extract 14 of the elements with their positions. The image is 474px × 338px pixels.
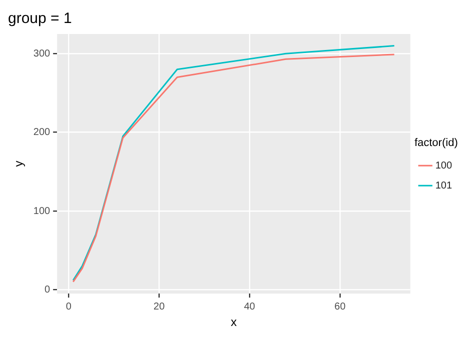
- y-tick-label: 100: [33, 206, 51, 217]
- x-tick-label: 40: [244, 301, 256, 312]
- legend-label: 100: [435, 160, 452, 172]
- x-axis-title: x: [230, 315, 237, 330]
- y-tick-label: 0: [44, 284, 51, 296]
- chart-title: group = 1: [8, 10, 72, 28]
- y-tick-label: 300: [33, 48, 51, 60]
- x-tick-label: 60: [334, 301, 346, 312]
- y-tick-label: 200: [33, 127, 51, 138]
- x-tick-label: 0: [66, 301, 72, 312]
- x-tick-label: 20: [154, 301, 166, 312]
- y-axis-title: y: [12, 160, 26, 167]
- legend-label: 101: [435, 180, 452, 192]
- legend-title: factor(id): [414, 136, 458, 149]
